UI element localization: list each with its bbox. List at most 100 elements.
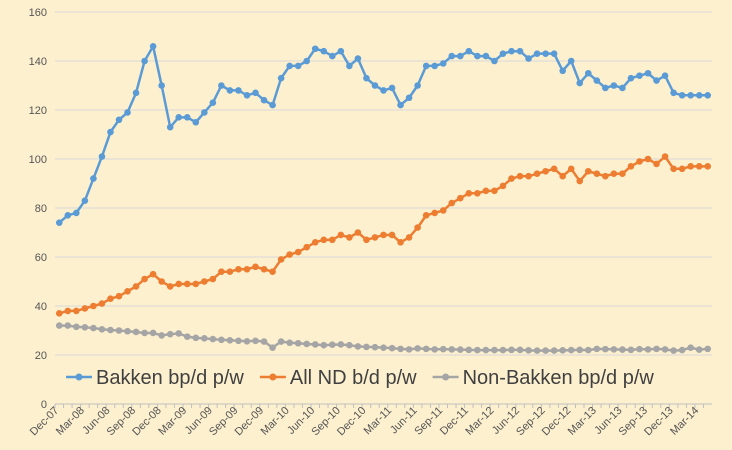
data-point [64, 212, 72, 219]
data-point [73, 323, 80, 331]
data-point [329, 236, 336, 244]
data-point [346, 62, 353, 70]
data-point [209, 99, 217, 106]
data-point [346, 234, 353, 241]
data-point [533, 50, 541, 57]
data-point [610, 170, 618, 177]
data-point [499, 50, 507, 57]
data-point [567, 346, 575, 354]
data-point [141, 329, 148, 337]
data-point [252, 337, 259, 345]
data-point [55, 219, 63, 226]
data-point [132, 283, 140, 290]
data-point [149, 270, 157, 278]
data-point [277, 74, 285, 82]
data-point [456, 194, 464, 202]
data-point [439, 60, 447, 67]
data-point [90, 302, 97, 310]
data-point [218, 268, 225, 276]
data-point [542, 50, 549, 57]
data-point [115, 116, 123, 124]
data-point [695, 163, 703, 170]
data-point [260, 96, 268, 104]
data-point [653, 345, 660, 353]
data-point [533, 170, 541, 177]
data-point [337, 341, 345, 348]
data-point [192, 118, 200, 126]
data-point [533, 347, 541, 354]
data-point [286, 62, 293, 70]
data-point [644, 346, 652, 353]
data-point [260, 338, 268, 345]
data-point [329, 52, 336, 60]
data-point [371, 82, 379, 89]
data-point [619, 84, 626, 92]
data-point [491, 187, 498, 195]
data-point [670, 347, 677, 354]
legend-label: All ND b/d p/w [290, 367, 417, 389]
data-point [439, 207, 447, 214]
data-point [542, 167, 549, 175]
y-tick-label: 100 [29, 154, 47, 166]
data-point [687, 344, 694, 351]
data-point [294, 339, 302, 347]
data-point [201, 109, 208, 116]
data-point [55, 322, 63, 329]
data-point [636, 345, 643, 353]
data-point [209, 275, 217, 283]
data-point [695, 92, 703, 99]
data-point [166, 123, 174, 131]
data-point [294, 248, 302, 256]
series-line [58, 45, 708, 224]
data-point [593, 170, 601, 177]
data-point [320, 236, 328, 244]
data-point [474, 52, 481, 60]
data-point [363, 74, 370, 82]
data-point [516, 346, 524, 354]
data-point [269, 268, 276, 276]
data-point [243, 92, 251, 99]
legend-entry: All ND b/d p/w [259, 367, 417, 389]
data-point [243, 265, 251, 273]
y-tick-label: 140 [29, 56, 47, 68]
data-point [260, 265, 268, 273]
data-point [201, 278, 208, 285]
x-tick-label: Mar-09 [156, 405, 189, 438]
data-point [670, 89, 677, 97]
data-point [474, 190, 481, 197]
data-point [576, 346, 584, 354]
data-point [388, 344, 396, 352]
data-point [115, 292, 123, 300]
x-tick-label: Dec-10 [335, 405, 369, 439]
data-point [559, 67, 566, 75]
data-point [124, 288, 131, 295]
data-point [678, 165, 686, 173]
data-point [98, 300, 106, 307]
data-point [678, 346, 686, 354]
data-point [465, 47, 473, 55]
data-point [132, 89, 140, 97]
data-point [55, 310, 63, 317]
data-point [653, 160, 660, 168]
data-point [175, 330, 183, 337]
data-point [627, 346, 635, 354]
data-point [311, 45, 319, 53]
data-point [687, 163, 694, 170]
x-tick-label: Dec-08 [130, 405, 164, 439]
data-point [201, 335, 208, 342]
data-point [474, 346, 481, 354]
series-1 [55, 43, 712, 226]
data-point [64, 307, 72, 315]
y-tick-label: 120 [29, 105, 47, 117]
data-point [627, 74, 635, 82]
data-point [115, 327, 123, 334]
data-point [576, 79, 584, 87]
data-point [465, 190, 473, 197]
legend-entry: Bakken bp/d p/w [66, 367, 244, 389]
data-point [482, 346, 490, 354]
data-point [508, 47, 515, 55]
data-point [619, 346, 626, 353]
data-point [448, 199, 456, 207]
data-point [644, 155, 652, 163]
